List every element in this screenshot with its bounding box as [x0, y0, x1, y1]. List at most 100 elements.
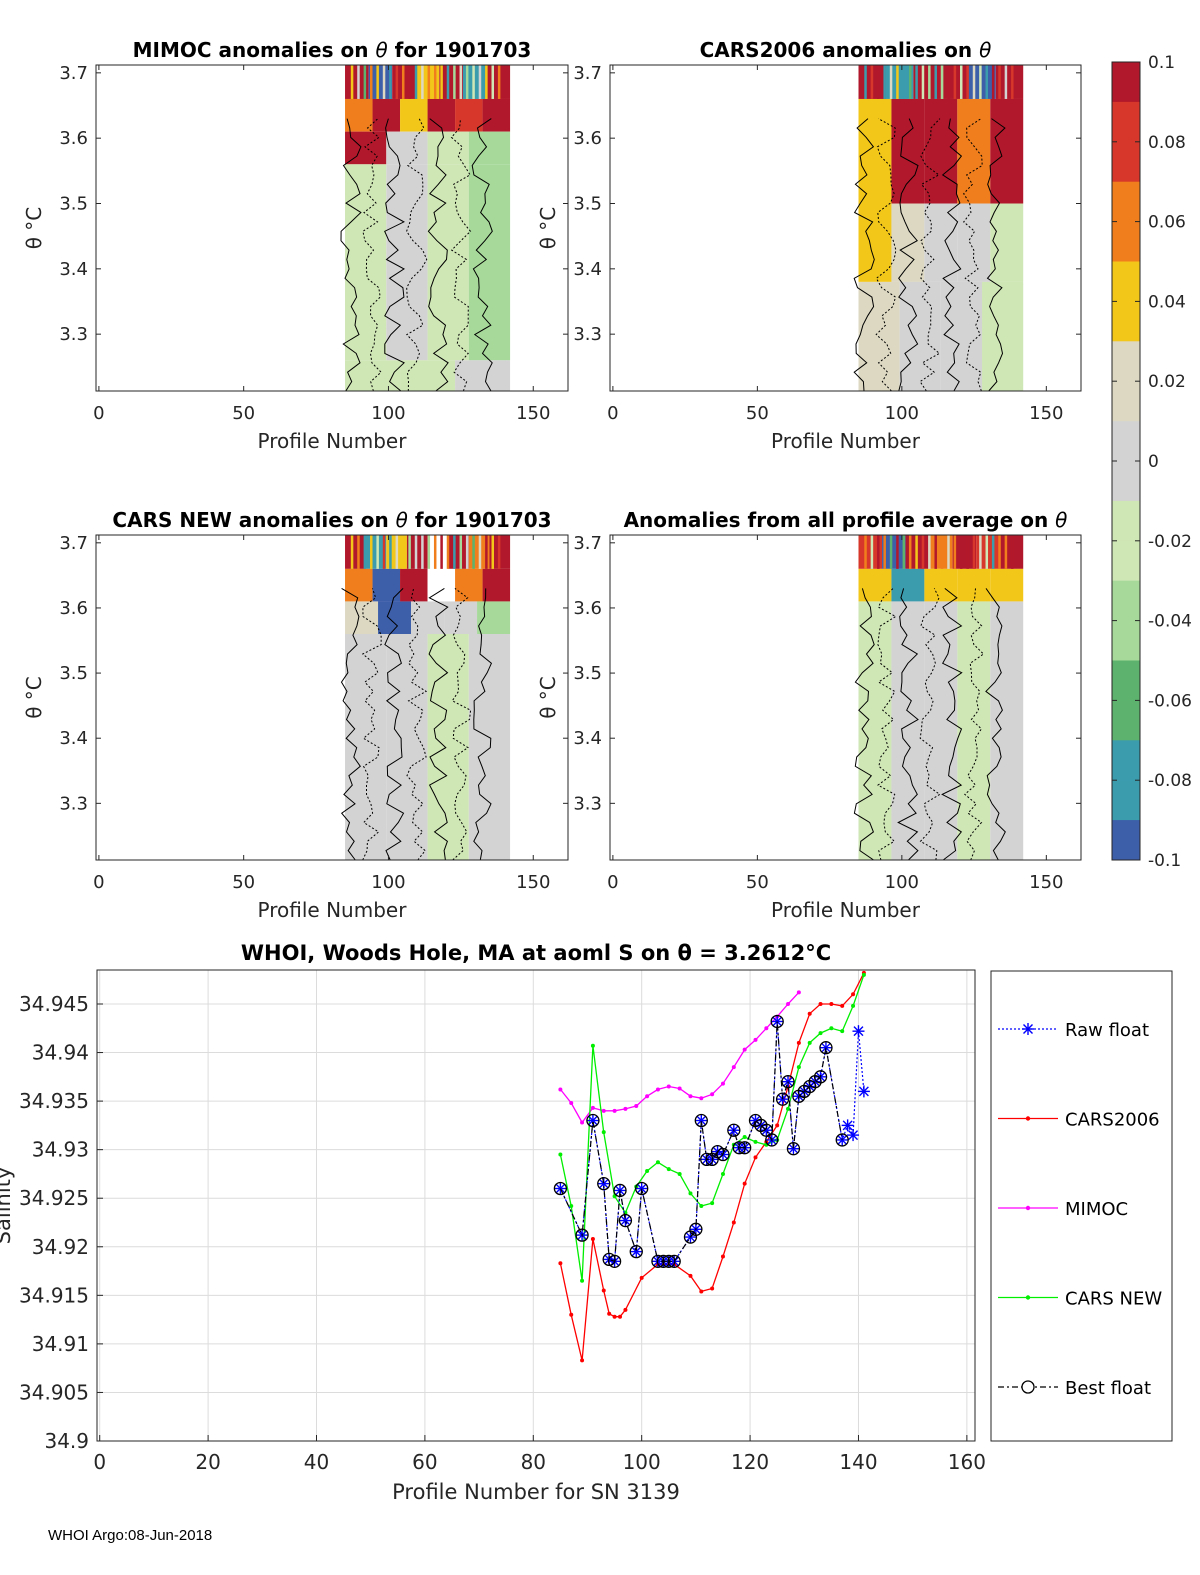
- marker-stroke: [555, 1183, 566, 1194]
- heat-cell: [386, 131, 428, 165]
- heat-stripe: [940, 535, 944, 569]
- contour-line: [877, 588, 897, 861]
- contour-line: [941, 118, 963, 392]
- y-tick-label: 3.4: [59, 728, 88, 749]
- heat-stripe: [908, 65, 912, 99]
- data-point: [586, 1113, 600, 1128]
- footer-timestamp: WHOI Argo:08-Jun-2018: [48, 1527, 213, 1544]
- heat-stripe: [491, 65, 495, 99]
- data-point: [807, 1040, 812, 1045]
- plot-area: [97, 970, 975, 1441]
- heat-stripe: [979, 535, 982, 569]
- heat-stripe: [465, 65, 469, 99]
- marker-stroke: [1023, 1024, 1033, 1034]
- data-point: [590, 1043, 595, 1048]
- x-tick-label: 100: [885, 403, 919, 424]
- heat-stripe: [491, 535, 495, 569]
- heat-cell: [957, 568, 991, 602]
- heat-cell: [468, 131, 511, 165]
- data-point: [586, 1114, 599, 1127]
- contour-line: [919, 118, 941, 392]
- data-point: [851, 992, 856, 997]
- data-point: [607, 1254, 622, 1268]
- legend-marker: [1021, 1380, 1035, 1394]
- legend-label: CARS2006: [1065, 1110, 1160, 1131]
- data-point: [590, 1105, 595, 1110]
- heat-stripe: [485, 535, 488, 569]
- heat-cell: [468, 164, 511, 361]
- heat-stripe: [427, 65, 431, 99]
- data-point: [835, 1133, 849, 1147]
- y-tick-label: 3.5: [59, 663, 88, 684]
- legend-label: Best float: [1065, 1378, 1151, 1399]
- heat-cell: [372, 568, 401, 602]
- data-point: [677, 1086, 682, 1091]
- x-tick-label: 50: [746, 872, 769, 893]
- heat-stripe: [921, 65, 925, 99]
- y-tick-label: 34.92: [32, 1235, 89, 1259]
- colorbar-segment: [1112, 461, 1140, 502]
- data-point: [819, 1041, 833, 1055]
- heat-stripe: [459, 65, 463, 99]
- data-point: [786, 1106, 791, 1111]
- data-point: [699, 1289, 704, 1294]
- heat-stripe: [497, 535, 501, 569]
- legend-label: CARS NEW: [1065, 1289, 1162, 1310]
- x-tick-label: 20: [195, 1450, 220, 1474]
- data-point: [753, 1037, 758, 1042]
- contour-line: [898, 118, 919, 392]
- heat-cell: [455, 98, 483, 132]
- y-tick-label: 3.3: [59, 793, 88, 814]
- y-tick-label: 3.3: [573, 324, 602, 345]
- heat-stripe: [998, 65, 1001, 99]
- y-tick-label: 3.3: [59, 324, 88, 345]
- data-point: [601, 1288, 606, 1293]
- legend-item: Best float: [998, 1378, 1151, 1399]
- heat-stripe: [414, 65, 418, 99]
- legend-marker: [1025, 1205, 1031, 1211]
- marker-stroke: [620, 1215, 631, 1226]
- y-tick-label: 34.935: [19, 1089, 89, 1113]
- legend-item: Raw float: [998, 1020, 1149, 1041]
- heat-cell: [345, 131, 387, 165]
- colorbar-segment: [1112, 181, 1140, 223]
- data-point: [753, 1139, 758, 1144]
- contour-line: [986, 118, 1006, 392]
- heat-stripe: [972, 65, 976, 99]
- data-point: [731, 1065, 736, 1070]
- data-point: [753, 1155, 758, 1160]
- colorbar-segment: [1112, 301, 1140, 342]
- heat-stripe: [959, 535, 963, 569]
- series-best-float: [553, 1014, 849, 1268]
- heat-stripe: [382, 65, 386, 99]
- heat-stripe: [363, 535, 367, 569]
- y-tick-label: 3.6: [573, 128, 602, 149]
- axes-box: [609, 534, 1082, 861]
- data-point: [655, 1160, 660, 1165]
- x-axis-label: Profile Number: [771, 429, 921, 453]
- heat-cell: [444, 601, 478, 634]
- heat-cell: [427, 131, 469, 165]
- y-tick-label: 3.5: [573, 194, 602, 215]
- heat-stripe: [472, 65, 475, 99]
- heat-stripe: [864, 65, 867, 99]
- legend-item: CARS NEW: [998, 1289, 1162, 1310]
- x-tick-label: 150: [1029, 872, 1063, 893]
- marker-stroke: [750, 1115, 761, 1126]
- legend-item: CARS2006: [998, 1110, 1160, 1131]
- heat-stripe: [427, 535, 431, 569]
- data-point: [651, 1254, 665, 1268]
- heat-cell: [924, 568, 958, 602]
- heat-cell: [924, 98, 958, 204]
- heat-stripe: [453, 65, 456, 99]
- axes-box: [95, 534, 569, 861]
- heat-stripe: [408, 65, 411, 99]
- data-point: [852, 1025, 865, 1038]
- y-tick-label: 34.915: [19, 1283, 89, 1307]
- heat-cell: [858, 98, 892, 204]
- y-axis-label: θ °C: [22, 676, 46, 719]
- y-tick-label: 3.7: [59, 63, 88, 84]
- heat-stripe: [370, 65, 373, 99]
- contour-line: [985, 588, 1006, 861]
